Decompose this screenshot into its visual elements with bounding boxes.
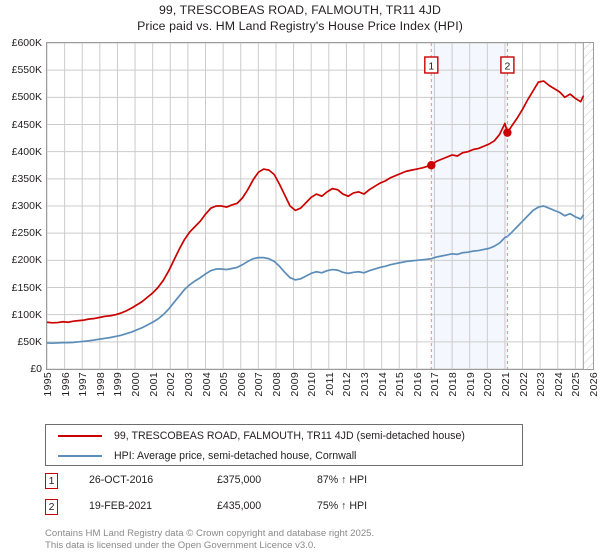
transaction-index-badge: 1 xyxy=(45,473,58,489)
x-axis-tick-label: 2017 xyxy=(429,372,442,397)
transaction-price: £375,000 xyxy=(217,474,262,486)
transaction-hpi-delta: 75% ↑ HPI xyxy=(317,500,368,512)
x-axis-tick-label: 2012 xyxy=(341,372,354,397)
x-axis-tick-label: 2007 xyxy=(253,372,266,397)
x-axis-tick-label: 2026 xyxy=(588,372,600,397)
y-axis-labels: £0 £50K £100K £150K £200K £250K £300K £350K £400… xyxy=(0,38,42,375)
footer-attribution: Contains HM Land Registry data © Crown c… xyxy=(45,528,565,551)
x-axis-tick-label: 1997 xyxy=(77,372,90,397)
y-axis-tick-label: £250K xyxy=(11,227,42,240)
x-axis-tick-label: 2004 xyxy=(200,372,213,397)
svg-text:2: 2 xyxy=(504,61,510,73)
title-line-1: 99, TRESCOBEAS ROAD, FALMOUTH, TR11 4JD xyxy=(158,3,442,17)
x-axis-tick-label: 2024 xyxy=(552,372,565,397)
legend-item: 99, TRESCOBEAS ROAD, FALMOUTH, TR11 4JD … xyxy=(46,425,465,446)
y-axis-tick-label: £300K xyxy=(11,200,42,212)
transaction-date: 19-FEB-2021 xyxy=(89,500,153,512)
x-axis-tick-label: 2014 xyxy=(376,372,389,397)
x-axis-tick-label: 2006 xyxy=(235,372,248,397)
x-axis-tick-label: 2019 xyxy=(464,372,477,397)
x-axis-tick-label: 2021 xyxy=(499,372,512,397)
x-axis-tick-label: 2008 xyxy=(270,372,283,397)
x-axis-tick-label: 2002 xyxy=(165,372,178,397)
x-axis-tick-label: 2016 xyxy=(411,372,424,397)
x-axis-tick-label: 1995 xyxy=(42,372,54,397)
transaction-row: 2 19-FEB-2021 £435,000 75% ↑ HPI xyxy=(45,498,465,524)
y-axis-tick-label: £550K xyxy=(11,64,42,77)
x-axis-tick-label: 2022 xyxy=(517,372,530,397)
y-axis-tick-label: £350K xyxy=(11,172,42,185)
x-axis-tick-label: 1996 xyxy=(59,372,72,397)
y-axis-tick-label: £150K xyxy=(11,281,42,294)
legend-item: HPI: Average price, semi-detached house,… xyxy=(46,445,356,466)
y-axis-tick-label: £500K xyxy=(11,91,42,104)
x-axis-tick-label: 2009 xyxy=(288,372,301,397)
y-axis-tick-label: £200K xyxy=(11,254,42,267)
y-axis-tick-label: £600K xyxy=(11,37,42,49)
x-axis-labels: 1995 1996 1997 1998 1999 2000 2001 2002 2003 2004… xyxy=(42,372,600,416)
page-title: 99, TRESCOBEAS ROAD, FALMOUTH, TR11 4JD … xyxy=(0,2,600,34)
x-axis-tick-label: 2023 xyxy=(535,372,548,397)
legend-item-label: 99, TRESCOBEAS ROAD, FALMOUTH, TR11 4JD … xyxy=(114,429,465,442)
transaction-price: £435,000 xyxy=(217,500,262,512)
x-axis-tick-label: 2018 xyxy=(447,372,460,397)
x-axis-tick-label: 2025 xyxy=(570,372,583,397)
legend-color-swatch xyxy=(58,454,102,457)
x-axis-tick-label: 1998 xyxy=(94,372,107,397)
svg-text:1: 1 xyxy=(428,61,434,73)
y-axis-tick-label: £100K xyxy=(11,308,42,321)
x-axis-tick-label: 2011 xyxy=(323,372,336,396)
title-line-2: Price paid vs. HM Land Registry's House … xyxy=(137,19,463,33)
footer-line-1: Contains HM Land Registry data © Crown c… xyxy=(45,528,375,539)
chart-legend: 99, TRESCOBEAS ROAD, FALMOUTH, TR11 4JD … xyxy=(45,424,523,466)
x-axis-tick-label: 2013 xyxy=(359,372,372,397)
x-axis-tick-label: 2001 xyxy=(147,372,160,397)
y-axis-tick-label: £0 xyxy=(30,363,42,375)
transaction-hpi-delta: 87% ↑ HPI xyxy=(317,474,368,486)
y-axis-tick-label: £400K xyxy=(11,145,42,158)
footer-line-2: This data is licensed under the Open Gov… xyxy=(45,539,316,551)
x-axis-tick-label: 2005 xyxy=(218,372,231,397)
transactions-table: 1 26-OCT-2016 £375,000 87% ↑ HPI 2 19-FEB-202… xyxy=(45,472,465,524)
x-axis-tick-label: 2020 xyxy=(482,372,495,397)
x-axis-tick-label: 2003 xyxy=(182,372,195,397)
transaction-row: 1 26-OCT-2016 £375,000 87% ↑ HPI xyxy=(45,472,465,498)
transaction-index-badge: 2 xyxy=(45,499,58,515)
y-axis-tick-label: £50K xyxy=(17,335,42,348)
x-axis-tick-label: 2000 xyxy=(130,372,143,397)
transaction-date: 26-OCT-2016 xyxy=(89,474,154,486)
legend-item-label: HPI: Average price, semi-detached house,… xyxy=(114,449,357,462)
legend-color-swatch xyxy=(58,434,102,437)
x-axis-tick-label: 2010 xyxy=(306,372,319,397)
x-axis-tick-label: 2015 xyxy=(394,372,407,397)
x-axis-tick-label: 1999 xyxy=(112,372,125,397)
y-axis-tick-label: £450K xyxy=(11,118,42,131)
